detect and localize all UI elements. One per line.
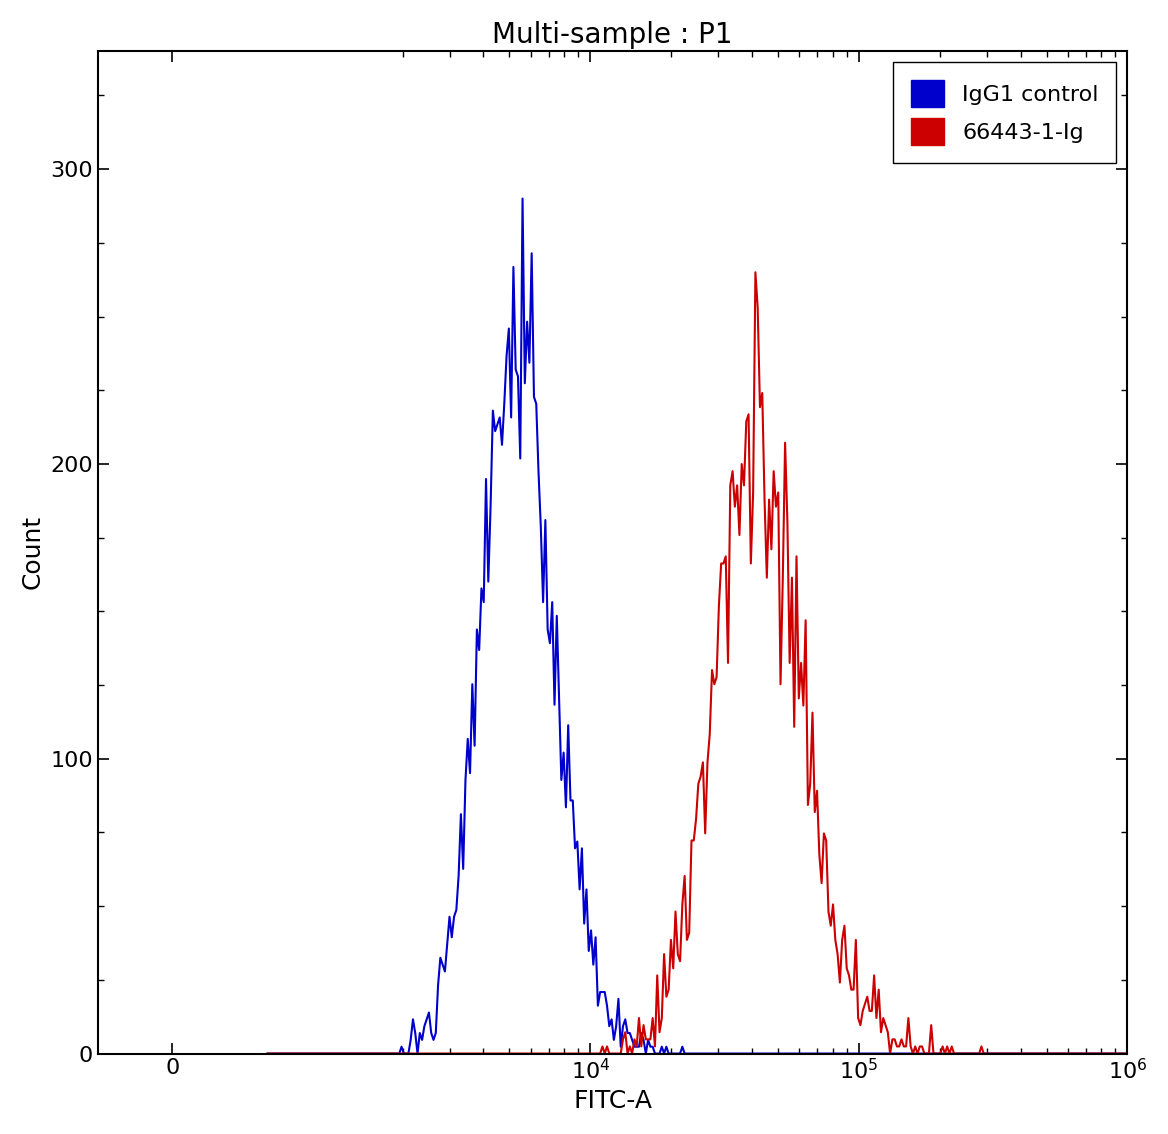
- 66443-1-Ig: [559, 1047, 573, 1060]
- 66443-1-Ig: [837, 919, 851, 932]
- IgG1 control: [926, 1047, 940, 1060]
- IgG1 control: [625, 1033, 639, 1047]
- IgG1 control: [922, 1047, 936, 1060]
- 66443-1-Ig: [371, 1047, 385, 1060]
- Line: IgG1 control: IgG1 control: [267, 198, 1168, 1053]
- 66443-1-Ig: [922, 1047, 936, 1060]
- 66443-1-Ig: [926, 1047, 940, 1060]
- Y-axis label: Count: Count: [21, 515, 44, 590]
- IgG1 control: [260, 1047, 274, 1060]
- 66443-1-Ig: [260, 1047, 274, 1060]
- IgG1 control: [837, 1047, 851, 1060]
- X-axis label: FITC-A: FITC-A: [573, 1089, 652, 1114]
- IgG1 control: [561, 719, 575, 733]
- Line: 66443-1-Ig: 66443-1-Ig: [267, 272, 1168, 1053]
- 66443-1-Ig: [749, 265, 763, 279]
- 66443-1-Ig: [623, 1040, 637, 1053]
- IgG1 control: [371, 1047, 385, 1060]
- Legend: IgG1 control, 66443-1-Ig: IgG1 control, 66443-1-Ig: [894, 62, 1117, 163]
- Title: Multi-sample : P1: Multi-sample : P1: [493, 20, 734, 49]
- IgG1 control: [515, 192, 529, 205]
